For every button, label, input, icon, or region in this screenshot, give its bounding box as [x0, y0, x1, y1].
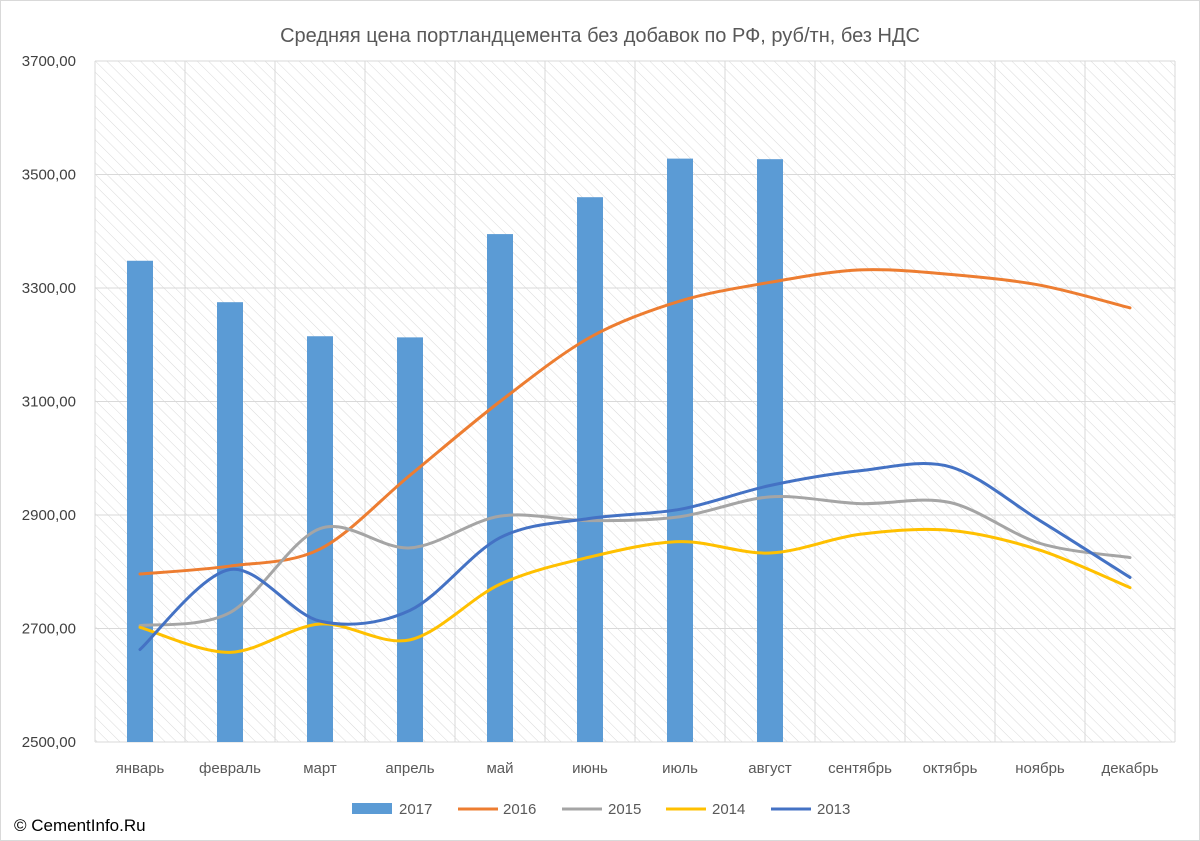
x-tick-label: октябрь: [923, 760, 978, 777]
x-tick-label: февраль: [199, 760, 261, 777]
x-axis: январь февраль март апрель май июнь июль август…: [116, 760, 1159, 777]
y-tick-label: 2700,00: [22, 621, 76, 638]
legend-label-2016: 2016: [503, 801, 536, 818]
x-tick-label: март: [303, 760, 337, 777]
grid-layer: [94, 60, 1176, 743]
y-tick-label: 3100,00: [22, 394, 76, 411]
bar-2017-апрель: [397, 337, 423, 742]
copyright-text: © CementInfo.Ru: [14, 816, 146, 835]
line-series-2013: [138, 462, 1132, 651]
y-axis: 2500,00 2700,00 2900,00 3100,00 3300,00 3500,…: [22, 53, 76, 751]
x-tick-label: сентябрь: [828, 760, 892, 777]
x-tick-label: ноябрь: [1015, 760, 1065, 777]
x-tick-label: май: [486, 760, 513, 777]
x-tick-label: декабрь: [1101, 760, 1158, 777]
legend: 2017 2016 2015 2014 2013: [352, 801, 850, 818]
x-tick-label: январь: [116, 760, 165, 777]
y-tick-label: 3300,00: [22, 280, 76, 297]
bar-2017-июнь: [577, 197, 603, 742]
bar-layer: [127, 158, 783, 743]
y-tick-label: 3700,00: [22, 53, 76, 70]
x-tick-label: август: [748, 760, 792, 777]
x-tick-label: апрель: [385, 760, 434, 777]
line-layer: [138, 268, 1132, 654]
bar-2017-февраль: [217, 302, 243, 742]
legend-swatch-2017: [352, 803, 392, 814]
y-tick-label: 3500,00: [22, 167, 76, 184]
line-series-2016: [138, 268, 1132, 576]
line-series-2015: [138, 494, 1132, 628]
chart-title: Средняя цена портландцемента без добавок…: [280, 25, 920, 47]
bar-2017-июль: [667, 158, 693, 743]
y-tick-label: 2900,00: [22, 507, 76, 524]
bar-2017-август: [757, 159, 783, 743]
x-tick-label: июль: [662, 760, 698, 777]
legend-label-2017: 2017: [399, 801, 432, 818]
legend-label-2015: 2015: [608, 801, 641, 818]
y-tick-label: 2500,00: [22, 734, 76, 751]
line-series-2014: [138, 527, 1132, 654]
legend-label-2014: 2014: [712, 801, 745, 818]
bar-2017-январь: [127, 260, 153, 742]
legend-label-2013: 2013: [817, 801, 850, 818]
x-tick-label: июнь: [572, 760, 608, 777]
bar-2017-май: [487, 234, 513, 742]
bar-2017-март: [307, 336, 333, 742]
